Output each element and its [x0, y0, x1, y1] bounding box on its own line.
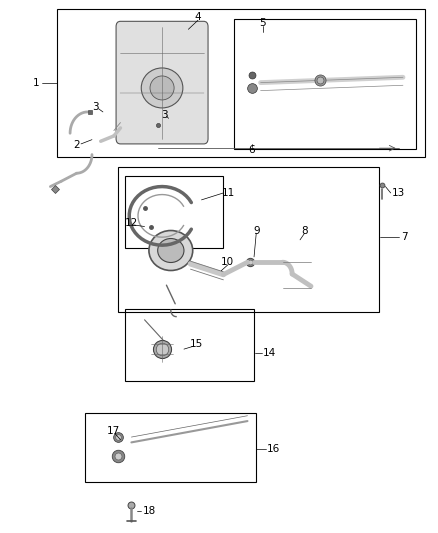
Text: 7: 7	[401, 232, 407, 242]
Text: 15: 15	[190, 339, 203, 349]
Bar	[234, 19, 416, 149]
Text: 6: 6	[248, 146, 255, 155]
Text: 18: 18	[142, 506, 155, 515]
FancyBboxPatch shape	[116, 21, 208, 144]
Ellipse shape	[158, 239, 184, 263]
Text: 9: 9	[253, 226, 260, 236]
Text: 10: 10	[221, 257, 234, 267]
Text: 8: 8	[301, 226, 308, 236]
Text: 2: 2	[73, 140, 80, 150]
Ellipse shape	[149, 230, 193, 271]
Text: 12: 12	[125, 218, 138, 228]
Ellipse shape	[150, 76, 174, 100]
Text: 3: 3	[92, 102, 99, 111]
Text: 16: 16	[267, 445, 280, 454]
Text: 11: 11	[222, 188, 235, 198]
Text: 3: 3	[161, 110, 168, 119]
Bar	[57, 9, 425, 157]
Text: 17: 17	[107, 426, 120, 435]
Bar	[85, 413, 256, 482]
Bar	[118, 167, 379, 312]
Ellipse shape	[141, 68, 183, 108]
Bar	[125, 176, 223, 248]
Text: 4: 4	[194, 12, 201, 22]
Text: 5: 5	[259, 18, 266, 28]
Text: 13: 13	[392, 188, 405, 198]
Text: 1: 1	[33, 78, 39, 87]
Text: 14: 14	[263, 349, 276, 358]
Bar	[125, 309, 254, 381]
